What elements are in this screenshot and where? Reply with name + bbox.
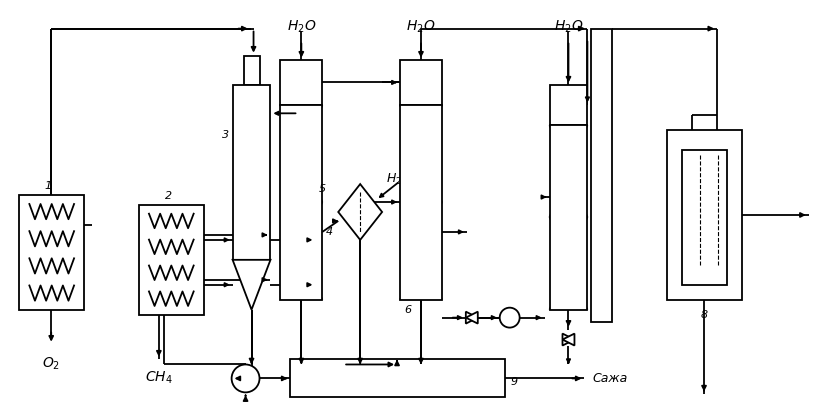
Text: 4: 4: [327, 227, 333, 237]
Text: 2: 2: [165, 191, 172, 201]
Bar: [280, 61, 323, 105]
Bar: [232, 85, 270, 260]
Bar: [280, 105, 323, 300]
Polygon shape: [466, 312, 478, 324]
Bar: [139, 205, 203, 315]
Text: 3: 3: [222, 130, 228, 140]
Text: $H_2O$: $H_2O$: [287, 19, 316, 35]
Polygon shape: [466, 312, 478, 324]
Circle shape: [232, 364, 260, 392]
Polygon shape: [232, 260, 270, 310]
Circle shape: [500, 308, 519, 327]
Polygon shape: [562, 334, 575, 346]
Text: Диметилформамид: Диметилформамид: [596, 147, 606, 247]
Bar: [19, 195, 84, 310]
Text: $O_2$: $O_2$: [42, 356, 60, 372]
Text: $H_2O$: $H_2O$: [554, 19, 583, 35]
Bar: [591, 29, 612, 322]
Bar: [244, 56, 260, 85]
Text: 1: 1: [45, 181, 52, 191]
Bar: [400, 105, 442, 300]
Text: 9: 9: [511, 377, 518, 388]
Text: $H_2O$: $H_2O$: [386, 171, 413, 187]
Text: 6: 6: [404, 305, 411, 315]
Polygon shape: [338, 184, 382, 240]
Bar: [667, 130, 742, 300]
Polygon shape: [562, 334, 575, 346]
Bar: [682, 150, 727, 285]
Bar: [400, 61, 442, 105]
Text: 5: 5: [319, 184, 327, 194]
Text: Сажа: Сажа: [592, 372, 628, 385]
Text: $CH_4$: $CH_4$: [145, 369, 173, 386]
Text: 7: 7: [590, 88, 598, 98]
Bar: [290, 359, 504, 397]
Bar: [550, 85, 587, 125]
Text: $H_2O$: $H_2O$: [283, 98, 309, 113]
Text: 8: 8: [700, 310, 708, 320]
Bar: [550, 125, 587, 310]
Text: $H_2O$: $H_2O$: [406, 19, 436, 35]
